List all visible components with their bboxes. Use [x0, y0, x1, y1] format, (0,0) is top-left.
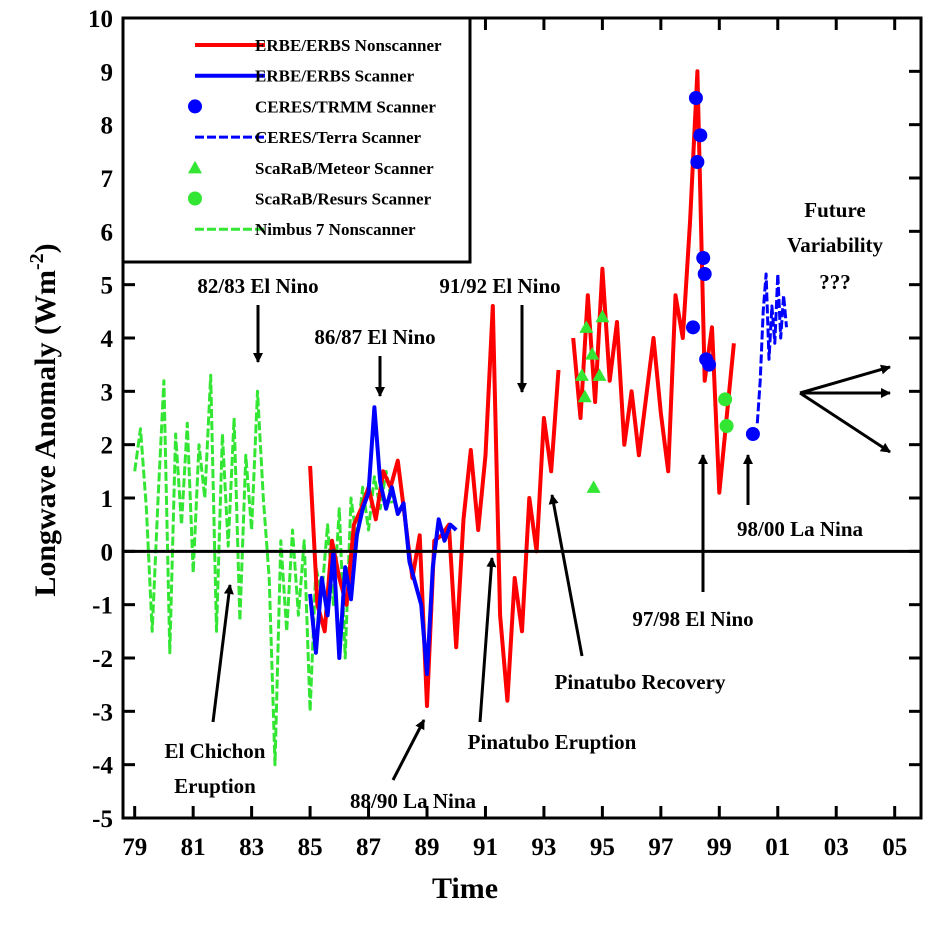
y-label-superscript: -2	[26, 253, 48, 270]
legend-label: CERES/Terra Scanner	[255, 128, 422, 147]
y-tick-label: 5	[101, 273, 114, 300]
y-tick-label: -1	[92, 593, 113, 620]
x-tick-label: 99	[707, 834, 732, 861]
legend-label: ScaRaB/Meteor Scanner	[255, 159, 434, 178]
triangle-marker	[574, 368, 589, 381]
x-tick-label: 01	[765, 834, 790, 861]
arrow	[211, 584, 234, 723]
legend-label: CERES/TRMM Scanner	[255, 97, 436, 116]
y-tick-label: 1	[101, 486, 114, 513]
y-tick-label: 6	[101, 219, 114, 246]
arrow	[548, 494, 584, 657]
annotation: El Chichon	[165, 739, 266, 763]
circle-marker	[690, 155, 705, 169]
x-tick-label: 97	[648, 834, 673, 861]
annotation: 98/00 La Nina	[737, 517, 864, 541]
x-axis-label: Time	[432, 872, 498, 905]
circle-marker	[697, 267, 712, 281]
annotation: Future	[804, 198, 865, 222]
y-tick-label: 7	[101, 166, 114, 193]
x-tick-label: 81	[181, 834, 206, 861]
y-tick-label: 3	[101, 379, 114, 406]
circle-marker	[693, 128, 708, 143]
legend-swatch	[188, 99, 202, 114]
y-tick-label: 4	[101, 326, 114, 353]
y-tick-label: -2	[92, 646, 113, 673]
x-tick-label: 89	[415, 834, 440, 861]
circle-marker	[718, 392, 733, 407]
y-tick-label: 9	[101, 59, 114, 86]
circle-marker	[719, 419, 734, 433]
annotations: 82/83 El Nino 86/87 El Nino 91/92 El Nin…	[165, 198, 891, 813]
circle-marker	[696, 251, 711, 265]
y-tick-label: 8	[101, 113, 114, 140]
annotation: Eruption	[174, 774, 256, 798]
x-tick-label: 83	[239, 834, 264, 861]
circle-marker	[688, 91, 703, 105]
x-tick-label: 05	[882, 834, 907, 861]
x-tick-label: 93	[531, 834, 556, 861]
legend-box	[121, 16, 472, 264]
arrow	[478, 557, 497, 723]
x-tick-label: 03	[824, 834, 849, 861]
legend-swatch	[188, 160, 202, 174]
circle-marker	[686, 320, 700, 335]
legend: ERBE/ERBS Nonscanner ERBE/ERBS Scanner CER…	[188, 36, 442, 239]
y-tick-label: -3	[92, 699, 113, 726]
y-axis-label: Longwave Anomaly (Wm-2)	[26, 243, 62, 596]
y-label-end: )	[29, 243, 62, 253]
x-tick-label: 85	[298, 834, 323, 861]
annotation: Variability	[787, 233, 884, 257]
triangle-marker	[586, 480, 601, 493]
triangle-marker	[585, 347, 600, 360]
circle-marker	[702, 357, 717, 372]
x-tick-label: 79	[122, 834, 147, 861]
arrow	[391, 719, 426, 781]
triangle-marker	[579, 320, 594, 333]
x-tick-label: 95	[590, 834, 615, 861]
annotation: 86/87 El Nino	[314, 325, 435, 349]
plot-area	[133, 69, 788, 767]
annotation: Pinatubo Recovery	[555, 670, 726, 694]
y-tick-label: 10	[88, 6, 113, 33]
legend-label: ERBE/ERBS Scanner	[255, 67, 415, 86]
arrow	[799, 364, 891, 395]
y-tick-label: 0	[101, 539, 114, 566]
legend-label: ScaRaB/Resurs Scanner	[255, 190, 432, 209]
legend-label: ERBE/ERBS Nonscanner	[255, 36, 442, 55]
y-label-main: Longwave Anomaly (Wm	[29, 270, 62, 597]
series-line	[308, 405, 458, 676]
annotation: ???	[819, 270, 851, 294]
circle-marker	[745, 427, 760, 441]
triangle-marker	[592, 368, 607, 381]
triangle-marker	[595, 309, 610, 323]
x-tick-label: 87	[356, 834, 381, 861]
series-line	[755, 272, 788, 424]
annotation: 88/90 La Nina	[350, 789, 477, 813]
plot-frame	[121, 16, 923, 820]
annotation: 97/98 El Nino	[632, 607, 753, 631]
y-tick-label: 2	[101, 433, 114, 460]
triangle-marker	[577, 389, 592, 403]
x-tick-label: 91	[473, 834, 498, 861]
arrow	[799, 391, 891, 454]
legend-label: Nimbus 7 Nonscanner	[255, 220, 416, 239]
y-tick-label: -5	[92, 806, 113, 833]
annotation: 82/83 El Nino	[197, 274, 318, 298]
legend-swatch	[188, 191, 202, 206]
y-tick-label: -4	[92, 753, 113, 780]
annotation: Pinatubo Eruption	[468, 730, 637, 754]
annotation: 91/92 El Nino	[439, 274, 560, 298]
